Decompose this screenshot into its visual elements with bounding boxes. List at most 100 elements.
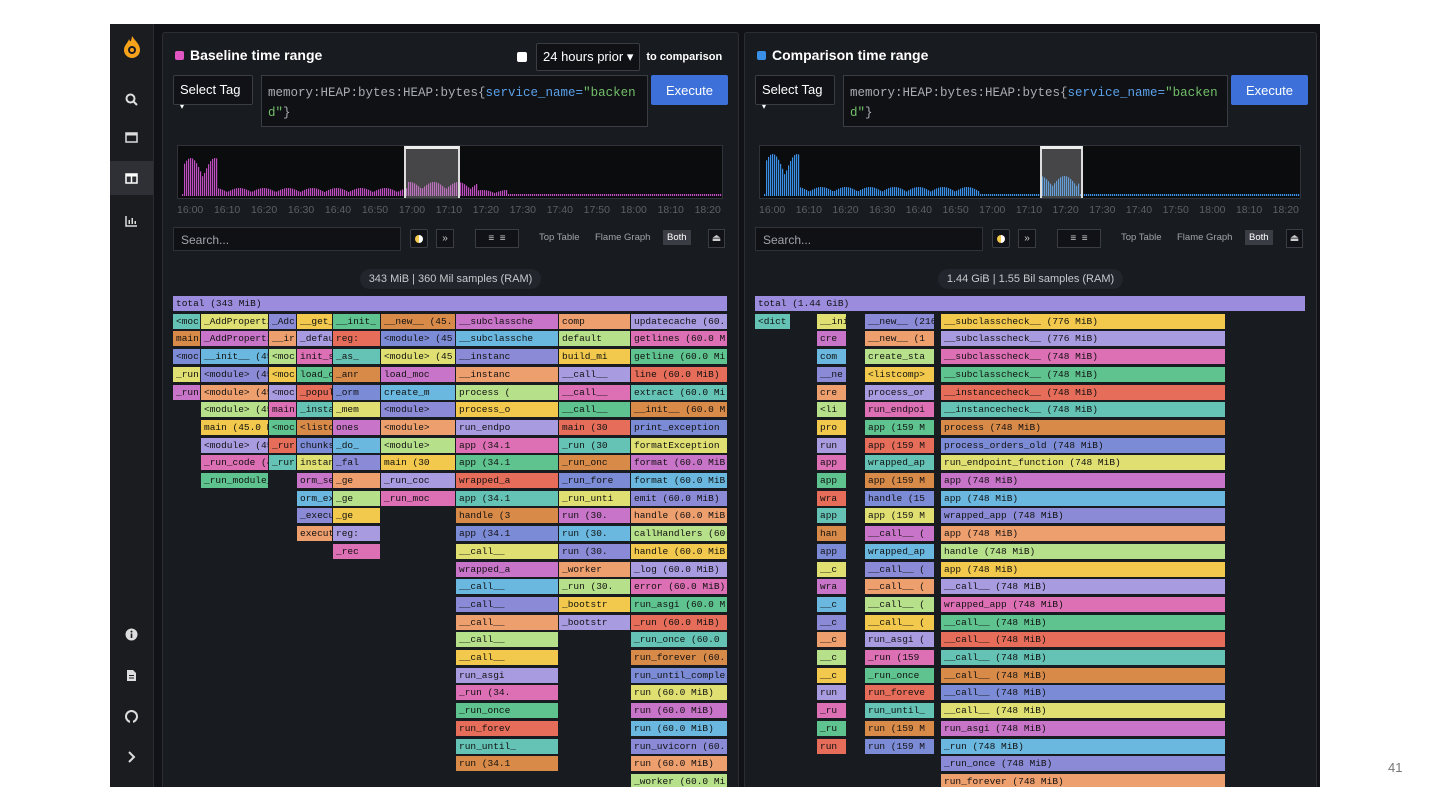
flame-frame[interactable]: <moc bbox=[269, 349, 297, 366]
flame-frame[interactable]: run_forever (748 MiB) bbox=[941, 773, 1226, 787]
flame-frame[interactable]: <li bbox=[817, 402, 847, 419]
flame-frame[interactable]: _AddProperti bbox=[201, 313, 269, 330]
flame-frame[interactable]: _rur bbox=[269, 437, 297, 454]
flame-frame[interactable]: _run (30 bbox=[559, 437, 631, 454]
flame-frame[interactable]: cre bbox=[817, 331, 847, 348]
flame-frame[interactable]: build_mi bbox=[559, 349, 631, 366]
flame-frame[interactable]: __new__ (1 bbox=[865, 331, 935, 348]
comparison-execute-button[interactable]: Execute bbox=[1231, 75, 1308, 105]
tab-both[interactable]: Both bbox=[663, 230, 691, 245]
flame-frame[interactable]: <moc bbox=[269, 419, 297, 436]
flame-frame[interactable]: __c bbox=[817, 632, 847, 649]
flame-frame[interactable]: _run_once bbox=[865, 667, 935, 684]
flame-frame[interactable]: run_endpoint_function (748 MiB) bbox=[941, 455, 1226, 472]
comparison-view-icon[interactable] bbox=[110, 161, 153, 195]
flame-frame[interactable]: <module> (45 bbox=[381, 349, 456, 366]
flame-frame[interactable]: _ge bbox=[333, 473, 381, 489]
flame-frame[interactable]: app bbox=[817, 508, 847, 525]
flame-frame[interactable]: app bbox=[817, 455, 847, 472]
flame-frame[interactable]: run_asgi ( bbox=[865, 632, 935, 649]
flame-frame[interactable]: __call__ (748 MiB) bbox=[941, 650, 1226, 666]
flame-frame[interactable]: run_forever (60. bbox=[631, 650, 728, 666]
flame-frame[interactable]: process ( bbox=[456, 384, 559, 401]
github-icon[interactable] bbox=[110, 699, 153, 733]
flame-frame[interactable]: app (159 M bbox=[865, 437, 935, 454]
align-toggle[interactable]: ≡ ≡ bbox=[475, 229, 519, 248]
flame-frame[interactable]: <module> bbox=[381, 437, 456, 454]
flame-frame[interactable]: <dict bbox=[755, 313, 791, 330]
collapse-toggle[interactable]: » bbox=[1018, 229, 1036, 248]
flame-frame[interactable]: _run bbox=[173, 384, 201, 401]
info-icon[interactable] bbox=[110, 617, 153, 651]
color-mode-toggle[interactable] bbox=[410, 229, 428, 248]
flame-frame[interactable]: _run (60.0 MiB) bbox=[631, 614, 728, 631]
align-toggle[interactable]: ≡ ≡ bbox=[1057, 229, 1101, 248]
flame-frame[interactable]: extract (60.0 Mi bbox=[631, 384, 728, 401]
flame-frame[interactable]: app bbox=[817, 543, 847, 560]
flame-frame[interactable]: chunks bbox=[297, 437, 333, 454]
flame-frame[interactable]: init_s bbox=[297, 349, 333, 366]
flame-frame[interactable]: run (60.0 MiB) bbox=[631, 685, 728, 702]
flame-frame[interactable]: wrapped_ap bbox=[865, 543, 935, 560]
flame-frame[interactable]: comp bbox=[559, 313, 631, 330]
flame-frame[interactable]: __call__ bbox=[456, 614, 559, 631]
flame-frame[interactable]: <moc bbox=[269, 366, 297, 383]
flame-frame[interactable]: __call__ ( bbox=[865, 526, 935, 543]
flame-frame[interactable]: orm_se bbox=[297, 473, 333, 489]
flame-frame[interactable]: default bbox=[559, 331, 631, 348]
flame-frame[interactable]: _run_once (60.0 bbox=[631, 632, 728, 649]
flame-frame[interactable]: app (159 M bbox=[865, 508, 935, 525]
flame-frame[interactable]: __call__ bbox=[559, 366, 631, 383]
flame-frame[interactable]: __subclassche bbox=[456, 331, 559, 348]
flame-frame[interactable]: __instanc bbox=[456, 349, 559, 366]
flame-frame[interactable]: __subclassche bbox=[456, 313, 559, 330]
flame-frame[interactable]: _run_once (748 MiB) bbox=[941, 756, 1226, 773]
flame-frame[interactable]: __call__ (748 MiB) bbox=[941, 632, 1226, 649]
flame-frame[interactable]: _run_unti bbox=[559, 490, 631, 507]
flame-frame[interactable]: _run_moc bbox=[381, 490, 456, 507]
flame-frame[interactable]: run (60.0 MiB) bbox=[631, 720, 728, 737]
flame-frame[interactable]: run_asgi (60.0 M bbox=[631, 596, 728, 613]
flame-frame[interactable]: process_or bbox=[865, 384, 935, 401]
flame-frame[interactable]: _bootstr bbox=[559, 614, 631, 631]
flame-frame[interactable]: __subclasscheck__ (776 MiB) bbox=[941, 331, 1226, 348]
flame-frame[interactable]: run (159 M bbox=[865, 720, 935, 737]
flame-frame[interactable]: run_uvicorn (60. bbox=[631, 738, 728, 755]
flame-frame[interactable]: __call__ (748 MiB) bbox=[941, 579, 1226, 596]
baseline-tag-select[interactable]: Select Tag ▾ bbox=[173, 75, 253, 111]
flame-frame[interactable]: <listcomp> bbox=[865, 366, 935, 383]
flame-frame[interactable]: run bbox=[817, 738, 847, 755]
flame-frame[interactable]: _run_module_ bbox=[201, 473, 269, 489]
flame-frame[interactable]: __subclasscheck__ (748 MiB) bbox=[941, 349, 1226, 366]
flame-frame[interactable]: <module> (45 bbox=[201, 402, 269, 419]
flame-frame[interactable]: _log (60.0 MiB) bbox=[631, 561, 728, 578]
flame-frame[interactable]: emit (60.0 MiB) bbox=[631, 490, 728, 507]
flame-frame[interactable]: run_endpo bbox=[456, 419, 559, 436]
flame-frame[interactable]: wra bbox=[817, 490, 847, 507]
flame-frame[interactable]: <module> bbox=[381, 419, 456, 436]
flame-frame[interactable]: __call__ bbox=[456, 650, 559, 666]
flame-frame[interactable]: _run_once bbox=[456, 703, 559, 720]
flame-frame[interactable]: _defau bbox=[297, 331, 333, 348]
diff-view-icon[interactable] bbox=[110, 204, 153, 238]
flame-frame[interactable]: _run_fore bbox=[559, 473, 631, 489]
flame-frame[interactable]: cre bbox=[817, 384, 847, 401]
flame-frame[interactable]: _execu bbox=[297, 508, 333, 525]
flame-frame[interactable]: callHandlers (60 bbox=[631, 526, 728, 543]
baseline-query-input[interactable]: memory:HEAP:bytes:HEAP:bytes{service_nam… bbox=[261, 75, 648, 127]
flame-frame[interactable]: han bbox=[817, 526, 847, 543]
flame-frame[interactable]: _rur bbox=[269, 455, 297, 472]
flame-frame[interactable]: <module> (45 bbox=[201, 437, 269, 454]
comparison-query-input[interactable]: memory:HEAP:bytes:HEAP:bytes{service_nam… bbox=[843, 75, 1228, 127]
flame-frame[interactable]: load_moc bbox=[381, 366, 456, 383]
flame-frame[interactable]: getlines (60.0 M bbox=[631, 331, 728, 348]
flame-frame[interactable]: _do_ bbox=[333, 437, 381, 454]
flame-frame[interactable]: load_c bbox=[297, 366, 333, 383]
baseline-timeline[interactable] bbox=[177, 145, 723, 199]
flame-frame[interactable]: wrapped_a bbox=[456, 473, 559, 489]
flame-frame[interactable]: run (60.0 MiB) bbox=[631, 756, 728, 773]
flame-frame[interactable]: __call__ bbox=[559, 384, 631, 401]
flame-frame[interactable]: run_asgi (748 MiB) bbox=[941, 720, 1226, 737]
flame-frame[interactable]: __call__ (748 MiB) bbox=[941, 667, 1226, 684]
flame-frame[interactable]: run_until_comple bbox=[631, 667, 728, 684]
